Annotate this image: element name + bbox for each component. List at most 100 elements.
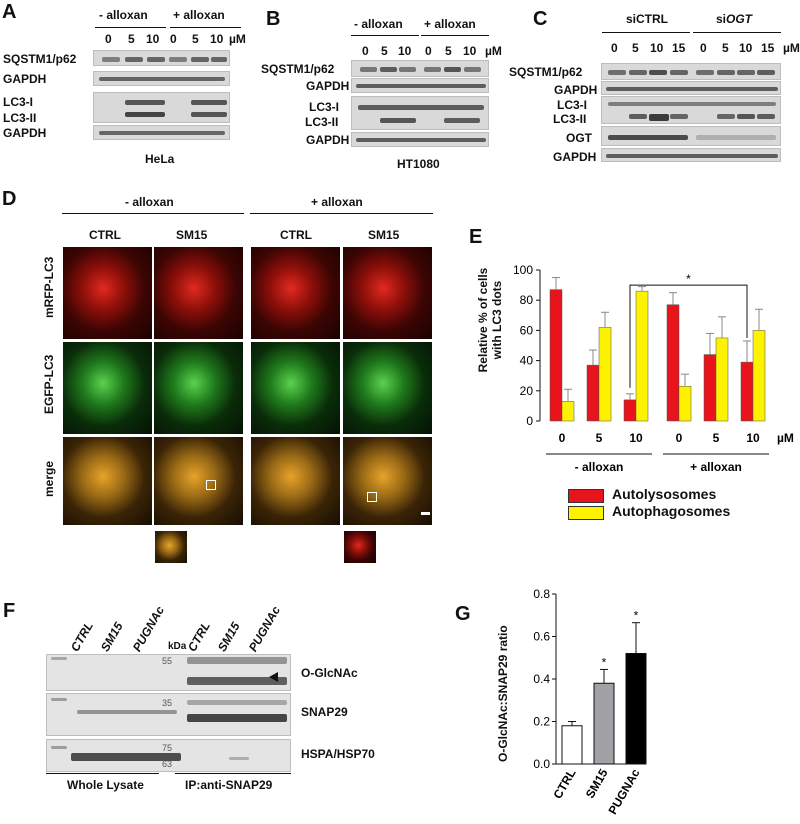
- d-inset-sm15-plus: [344, 531, 376, 563]
- a-blot-gapdh: [93, 71, 230, 86]
- f-left-underline: [46, 773, 159, 774]
- e-bar: [598, 327, 612, 422]
- e-bar: [561, 401, 575, 422]
- b-row-label: LC3-II: [305, 115, 339, 129]
- c-row-label: OGT: [566, 131, 592, 145]
- a-caption: HeLa: [145, 152, 175, 166]
- e-y-tick-label: 0: [526, 414, 533, 428]
- g-x-tick-label: CTRL: [550, 767, 578, 802]
- a-blot-gapdh-2: [93, 125, 230, 140]
- d-image-mrfp-ctrl-plus: [250, 246, 341, 340]
- e-bar: [752, 330, 766, 422]
- a-dose: 5: [192, 32, 199, 46]
- f-blot-oglcnac: [46, 654, 291, 691]
- a-plus-alloxan: + alloxan: [173, 8, 225, 22]
- c-blot-p62: [601, 63, 781, 80]
- a-row-label: GAPDH: [3, 126, 47, 140]
- e-bar: [666, 304, 680, 422]
- b-row-label: LC3-I: [309, 100, 339, 114]
- d-inset-sm15-minus: [155, 531, 187, 563]
- a-blot-p62: [93, 50, 230, 66]
- c-siogt-line: [693, 32, 781, 33]
- panel-g-label: G: [455, 603, 471, 625]
- c-dose: 10: [739, 41, 753, 55]
- b-plus-alloxan: + alloxan: [424, 17, 476, 31]
- d-col-label: CTRL: [89, 228, 121, 242]
- d-image-egfp-sm15-plus: [342, 341, 433, 435]
- f-left-caption: Whole Lysate: [67, 778, 144, 792]
- d-image-merge-sm15-minus: [153, 436, 244, 526]
- a-row-label: GAPDH: [3, 72, 47, 86]
- d-row-label: mRFP-LC3: [42, 256, 56, 318]
- g-y-tick-label: 0.2: [533, 715, 550, 729]
- e-y-tick-label: 40: [520, 354, 534, 368]
- f-blot-snap29: [46, 693, 291, 736]
- f-kda-label: kDa: [168, 641, 187, 652]
- b-row-label: GAPDH: [306, 133, 350, 147]
- g-x-tick-label: PUGNAc: [605, 766, 642, 817]
- c-row-label: GAPDH: [554, 83, 598, 97]
- a-row-label: LC3-II: [3, 111, 37, 125]
- panel-b-label: B: [266, 8, 281, 30]
- c-unit: µM: [783, 41, 800, 55]
- d-plus-line: [250, 213, 433, 214]
- a-dose: 0: [170, 32, 177, 46]
- e-y-tick-label: 80: [520, 293, 534, 307]
- f-lane-label: SM15: [214, 619, 243, 654]
- b-unit: µM: [485, 44, 502, 58]
- e-y-tick-label: 20: [520, 384, 534, 398]
- e-bar: [623, 399, 637, 422]
- b-dose: 0: [362, 44, 369, 58]
- c-blot-gapdh: [601, 81, 781, 95]
- c-dose: 0: [700, 41, 707, 55]
- g-y-tick-label: 0.6: [533, 630, 550, 644]
- b-dose: 5: [445, 44, 452, 58]
- e-legend-swatch-yellow: [568, 506, 604, 520]
- e-annotation: *: [686, 272, 691, 286]
- g-bar: [625, 653, 647, 765]
- b-blot-lc3: [351, 96, 489, 130]
- d-minus-alloxan: - alloxan: [125, 195, 174, 209]
- b-dose: 5: [381, 44, 388, 58]
- e-x-tick-label: 0: [559, 431, 566, 445]
- g-chart: 0.0 0.2 0.4 0.6 0.8 CTRL * SM15 * PUGNAc: [533, 587, 647, 817]
- d-image-mrfp-sm15-plus: [342, 246, 433, 340]
- c-blot-gapdh-2: [601, 148, 781, 162]
- d-image-merge-ctrl-plus: [250, 436, 341, 526]
- e-bar: [549, 289, 563, 422]
- e-significance-bracket: [629, 284, 748, 388]
- f-marker: 35: [162, 698, 173, 708]
- a-blot-lc3: [93, 92, 230, 123]
- e-unit: µM: [777, 431, 794, 445]
- f-blot-hsp70: [46, 739, 291, 772]
- panel-a-label: A: [2, 1, 17, 23]
- d-col-label: SM15: [368, 228, 400, 242]
- e-bar: [586, 364, 600, 422]
- d-plus-alloxan: + alloxan: [311, 195, 363, 209]
- c-group-siogt: siOGT: [716, 12, 753, 26]
- e-bar: [678, 386, 692, 422]
- panel-c-label: C: [533, 8, 548, 30]
- a-dose: 5: [128, 32, 135, 46]
- c-dose: 0: [611, 41, 618, 55]
- b-dose: 10: [398, 44, 412, 58]
- b-caption: HT1080: [397, 157, 440, 171]
- g-x-tick-label: SM15: [583, 766, 611, 800]
- b-dose: 10: [463, 44, 477, 58]
- c-row-label: LC3-I: [557, 98, 587, 112]
- e-y-tick-label: 100: [513, 263, 533, 277]
- c-dose: 15: [672, 41, 686, 55]
- b-blot-gapdh: [351, 78, 489, 93]
- f-lane-label: PUGNAc: [129, 603, 168, 654]
- f-lane-label: PUGNAc: [245, 603, 284, 654]
- a-minus-alloxan: - alloxan: [99, 8, 148, 22]
- d-row-label: merge: [42, 460, 56, 497]
- f-marker: 75: [162, 743, 173, 753]
- f-marker: 63: [162, 759, 173, 769]
- g-y-tick-label: 0.4: [533, 672, 550, 686]
- g-significance-star: *: [602, 655, 607, 669]
- a-unit: µM: [229, 32, 246, 46]
- g-significance-star: *: [634, 609, 639, 623]
- d-col-label: SM15: [176, 228, 208, 242]
- c-dose: 5: [632, 41, 639, 55]
